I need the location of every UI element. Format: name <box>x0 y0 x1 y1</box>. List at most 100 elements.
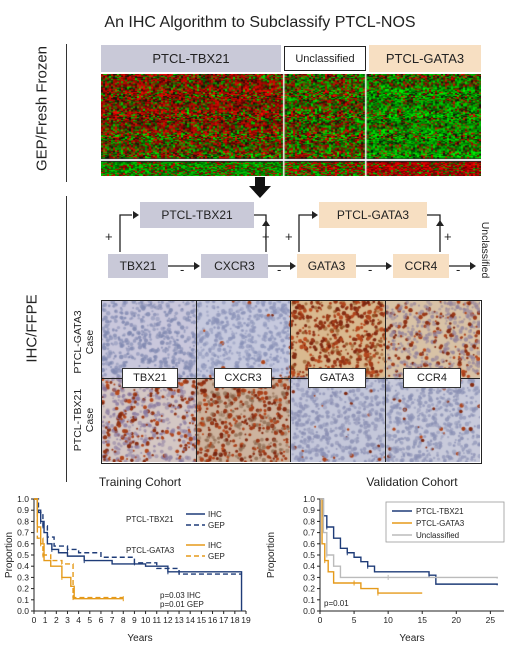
chart-title: Training Cohort <box>99 475 182 489</box>
ihc-row-label-tbx21: PTCL-TBX21 Case <box>72 388 96 452</box>
algo-box-ptcl-tbx21: PTCL-TBX21 <box>140 202 254 228</box>
x-tick-label: 14 <box>185 615 195 625</box>
x-tick-label: 4 <box>76 615 81 625</box>
ihc-grid-divider-v <box>290 301 291 462</box>
y-tick-label: 0.8 <box>303 516 315 526</box>
x-tick-label: 20 <box>452 615 462 625</box>
km-curve <box>320 498 498 579</box>
ihc-grid-divider-v <box>196 301 197 462</box>
y-tick-label: 0.0 <box>303 606 315 616</box>
x-tick-label: 13 <box>174 615 184 625</box>
x-tick-label: 5 <box>352 615 357 625</box>
heatmap-group-unclassified: Unclassified <box>284 46 366 71</box>
x-tick-label: 5 <box>87 615 92 625</box>
p-value: p=0.01 <box>324 599 349 608</box>
side-divider-ihc <box>66 196 67 482</box>
ihc-label-cxcr3: CXCR3 <box>214 368 272 388</box>
x-tick-label: 0 <box>32 615 37 625</box>
x-tick-label: 1 <box>43 615 48 625</box>
x-tick-label: 18 <box>230 615 240 625</box>
km-curve <box>320 498 423 594</box>
x-tick-label: 10 <box>383 615 393 625</box>
x-tick-label: 12 <box>163 615 173 625</box>
algo-marker-ccr4: CCR4 <box>393 254 449 278</box>
y-axis-label: Proportion <box>266 532 277 578</box>
x-tick-label: 11 <box>152 615 161 625</box>
y-tick-label: 1.0 <box>17 494 29 504</box>
algo-marker-cxcr3: CXCR3 <box>201 254 268 278</box>
x-tick-label: 17 <box>219 615 229 625</box>
chart-title: Validation Cohort <box>366 475 458 489</box>
algo-marker-gata3: GATA3 <box>297 254 356 278</box>
y-tick-label: 0.3 <box>17 572 29 582</box>
y-tick-label: 0.4 <box>17 561 29 571</box>
y-tick-label: 0.8 <box>17 516 29 526</box>
legend-label: PTCL-TBX21 <box>126 515 174 524</box>
x-tick-label: 9 <box>132 615 137 625</box>
x-axis-label: Years <box>399 633 424 644</box>
legend-style: IHC <box>208 510 222 519</box>
x-tick-label: 15 <box>417 615 427 625</box>
legend-label: Unclassified <box>416 531 459 540</box>
km-curve <box>34 498 124 599</box>
algorithm-connectors <box>119 211 476 270</box>
y-tick-label: 0.9 <box>17 505 29 515</box>
y-tick-label: 0.7 <box>303 528 315 538</box>
plus-sign: + <box>444 229 452 244</box>
y-tick-label: 0.5 <box>303 550 315 560</box>
heatmap-group-tbx21: PTCL-TBX21 <box>101 45 281 72</box>
y-tick-label: 0.1 <box>303 595 315 605</box>
validation-cohort-chart: Validation Cohort0.00.10.20.30.40.50.60.… <box>266 475 505 644</box>
algo-unclassified-label: Unclassified <box>479 221 491 279</box>
y-axis-label: Proportion <box>4 532 15 578</box>
p-value: p=0.03 IHC <box>160 591 201 600</box>
ihc-label-ccr4: CCR4 <box>403 368 461 388</box>
x-tick-label: 0 <box>318 615 323 625</box>
y-tick-label: 0.6 <box>303 539 315 549</box>
plus-sign: + <box>262 229 270 244</box>
y-tick-label: 0.2 <box>17 584 29 594</box>
km-curve <box>34 498 242 575</box>
minus-sign: - <box>456 262 461 277</box>
x-tick-label: 7 <box>110 615 115 625</box>
y-tick-label: 0.2 <box>303 584 315 594</box>
km-curve <box>34 498 124 600</box>
minus-sign: - <box>277 262 282 277</box>
x-tick-label: 3 <box>65 615 70 625</box>
p-value: p=0.01 GEP <box>160 600 204 609</box>
ihc-grid-divider-v <box>385 301 386 462</box>
y-tick-label: 0.5 <box>17 550 29 560</box>
legend-label: PTCL-GATA3 <box>416 519 465 528</box>
y-tick-label: 0.0 <box>17 606 29 616</box>
legend-label: PTCL-GATA3 <box>126 546 175 555</box>
legend-style: IHC <box>208 541 222 550</box>
legend-style: GEP <box>208 521 225 530</box>
y-tick-label: 0.3 <box>303 572 315 582</box>
minus-sign: - <box>368 262 373 277</box>
y-tick-label: 0.7 <box>17 528 29 538</box>
side-divider-gep <box>66 44 67 182</box>
legend-style: GEP <box>208 552 225 561</box>
algo-box-ptcl-gata3: PTCL-GATA3 <box>319 202 427 228</box>
x-tick-label: 16 <box>208 615 218 625</box>
y-tick-label: 0.9 <box>303 505 315 515</box>
x-tick-label: 6 <box>99 615 104 625</box>
side-label-ihc: IHC/FFPE <box>23 294 41 363</box>
y-tick-label: 1.0 <box>303 494 315 504</box>
km-curve <box>34 498 243 611</box>
gene-expression-heatmap <box>101 74 481 176</box>
plus-sign: + <box>285 229 293 244</box>
ihc-label-tbx21: TBX21 <box>122 368 178 388</box>
x-tick-label: 25 <box>486 615 496 625</box>
down-arrow-icon <box>249 177 271 198</box>
figure-title: An IHC Algorithm to Subclassify PTCL-NOS <box>104 14 416 31</box>
ihc-grid-divider-h <box>102 378 480 379</box>
y-tick-label: 0.6 <box>17 539 29 549</box>
x-axis-label: Years <box>127 633 152 644</box>
ihc-row-label-gata3: PTCL-GATA3 Case <box>72 310 96 374</box>
y-tick-label: 0.4 <box>303 561 315 571</box>
ihc-panel-frame <box>101 300 482 464</box>
side-label-gep: GEP/Fresh Frozen <box>33 45 51 172</box>
minus-sign: - <box>180 262 185 277</box>
